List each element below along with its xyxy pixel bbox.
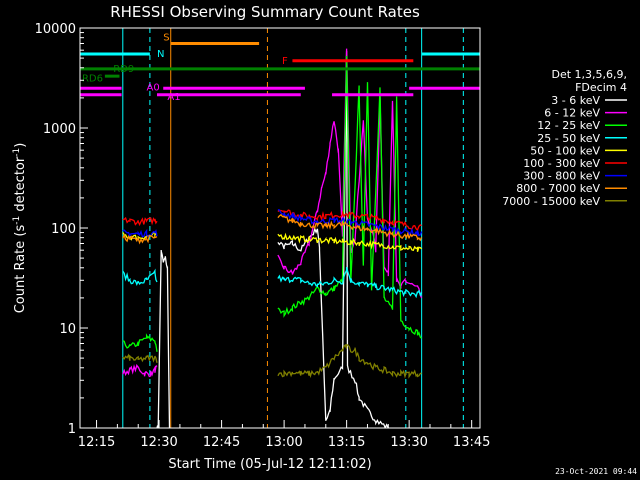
- series-line-0-segment-0: [156, 249, 171, 428]
- flag-label-rd6: RD6: [82, 73, 103, 84]
- series-line-2-segment-0: [122, 333, 158, 352]
- y-tick-label-3: 1000: [43, 122, 76, 137]
- legend-label-3: 25 - 50 keV: [537, 132, 600, 145]
- x-tick-label-0: 12:15: [78, 435, 115, 450]
- x-tick-label-6: 13:45: [453, 435, 490, 450]
- series-line-7-segment-0: [122, 233, 158, 245]
- flag-bars: NS F RD9 RD6 A0 A1: [80, 33, 480, 103]
- series-line-5-segment-0: [122, 216, 158, 227]
- series-line-6-segment-0: [122, 228, 158, 238]
- y-tick-label-2: 100: [51, 222, 76, 237]
- series-line-8-segment-1: [277, 343, 422, 379]
- legend-label-0: 3 - 6 keV: [551, 94, 600, 107]
- series-line-0-segment-1: [277, 51, 389, 428]
- flag-label-a0: A0: [147, 83, 160, 94]
- x-axis-label: Start Time (05-Jul-12 12:11:02): [168, 457, 371, 472]
- series-line-3-segment-0: [122, 268, 158, 286]
- x-tick-label-2: 12:45: [203, 435, 240, 450]
- legend-label-7: 800 - 7000 keV: [516, 182, 600, 195]
- series-line-7-segment-1: [277, 213, 423, 242]
- y-axis-label-sup1: -1: [12, 216, 22, 225]
- x-tick-label-3: 13:00: [265, 435, 302, 450]
- y-tick-label-4: 10000: [35, 22, 76, 37]
- legend-title-line2: FDecim 4: [575, 81, 627, 94]
- legend-label-4: 50 - 100 keV: [530, 144, 600, 157]
- flag-label-rd9: RD9: [113, 64, 134, 75]
- series-line-3-segment-1: [277, 266, 423, 299]
- legend-label-2: 12 - 25 keV: [537, 119, 600, 132]
- legend-label-5: 100 - 300 keV: [523, 157, 600, 170]
- axis-ticks: 12:15 12:30 12:45 13:00 13:15 13:30 13:45 1 10 10…: [35, 22, 491, 450]
- legend-label-8: 7000 - 15000 keV: [502, 195, 600, 208]
- flag-label-a1: A1: [167, 92, 180, 103]
- timestamp: 23-Oct-2021 09:44: [555, 467, 637, 476]
- series-line-4-segment-1: [277, 232, 423, 252]
- flag-label-n: N: [157, 49, 164, 60]
- y-axis-label: Count Rate (s-1 detector-1): [12, 143, 28, 314]
- series-layer: [122, 48, 423, 428]
- x-tick-label-5: 13:30: [390, 435, 427, 450]
- x-tick-label-1: 12:30: [140, 435, 177, 450]
- y-axis-label-sup2: -1: [12, 148, 22, 157]
- series-line-8-segment-0: [122, 353, 158, 363]
- y-axis-label-part1: Count Rate (s: [13, 225, 28, 314]
- y-axis-label-part3: ): [13, 143, 28, 148]
- series-line-6-segment-1: [277, 209, 423, 237]
- chart-title: RHESSI Observing Summary Count Rates: [110, 3, 420, 21]
- legend-label-6: 300 - 800 keV: [523, 170, 600, 183]
- series-line-1-segment-0: [122, 363, 158, 378]
- legend-label-1: 6 - 12 keV: [544, 107, 600, 120]
- flag-label-s: S: [163, 33, 169, 44]
- x-tick-label-4: 13:15: [328, 435, 365, 450]
- y-tick-label-0: 1: [68, 422, 76, 437]
- flag-label-f: F: [282, 56, 288, 67]
- series-line-4-segment-0: [122, 231, 158, 242]
- y-tick-label-1: 10: [59, 322, 76, 337]
- y-axis-label-part2: detector: [13, 156, 28, 216]
- legend-title-line1: Det 1,3,5,6,9,: [551, 68, 627, 81]
